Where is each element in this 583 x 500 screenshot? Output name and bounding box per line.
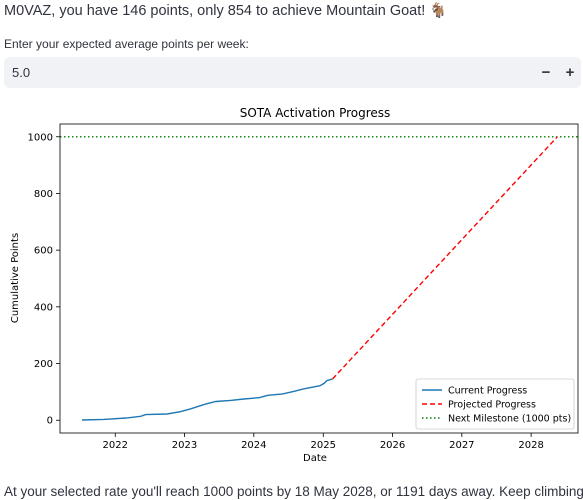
series-line-0 <box>81 378 333 421</box>
y-tick-label: 1000 <box>28 132 53 143</box>
chart-title: SOTA Activation Progress <box>240 106 391 120</box>
y-tick-label: 400 <box>34 302 53 313</box>
chart-svg: SOTA Activation Progress 2022 2023 2024 202… <box>10 106 579 464</box>
increment-button[interactable]: + <box>565 64 575 81</box>
x-tick-label: 2024 <box>241 440 266 451</box>
decrement-button[interactable]: − <box>541 64 551 81</box>
progress-chart: SOTA Activation Progress 2022 2023 2024 202… <box>0 100 583 472</box>
y-tick-label: 200 <box>34 359 53 370</box>
headline-text: M0VAZ, you have 146 points, only 854 to … <box>4 3 426 19</box>
x-axis-label: Date <box>303 453 327 464</box>
chart-legend: Current Progress Projected Progress Next M… <box>415 378 575 430</box>
series-line-1 <box>332 136 558 380</box>
rate-input-value[interactable]: 5.0 <box>12 65 31 80</box>
x-tick-label: 2026 <box>380 440 405 451</box>
x-tick-label: 2025 <box>311 440 336 451</box>
legend-label-2: Next Milestone (1000 pts) <box>448 414 571 425</box>
rate-number-input[interactable]: 5.0 − + <box>4 57 581 88</box>
footer-text: At your selected rate you'll reach 1000 … <box>4 484 583 499</box>
y-tick-label: 600 <box>34 246 53 257</box>
x-tick-label: 2022 <box>103 440 128 451</box>
y-tick-label: 800 <box>34 189 53 200</box>
legend-box <box>415 378 575 430</box>
x-tick-label: 2028 <box>518 440 543 451</box>
x-tick-label: 2023 <box>172 440 197 451</box>
y-axis-label: Cumulative Points <box>10 233 21 323</box>
legend-label-1: Projected Progress <box>448 400 536 411</box>
projection-message: At your selected rate you'll reach 1000 … <box>4 484 583 500</box>
plot-frame <box>59 123 579 434</box>
legend-label-0: Current Progress <box>448 386 527 397</box>
y-tick-label: 0 <box>47 416 53 427</box>
goat-emoji: 🐐 <box>429 3 448 19</box>
rate-input-label: Enter your expected average points per w… <box>4 37 249 51</box>
x-tick-label: 2027 <box>449 440 474 451</box>
status-headline: M0VAZ, you have 146 points, only 854 to … <box>4 2 447 19</box>
